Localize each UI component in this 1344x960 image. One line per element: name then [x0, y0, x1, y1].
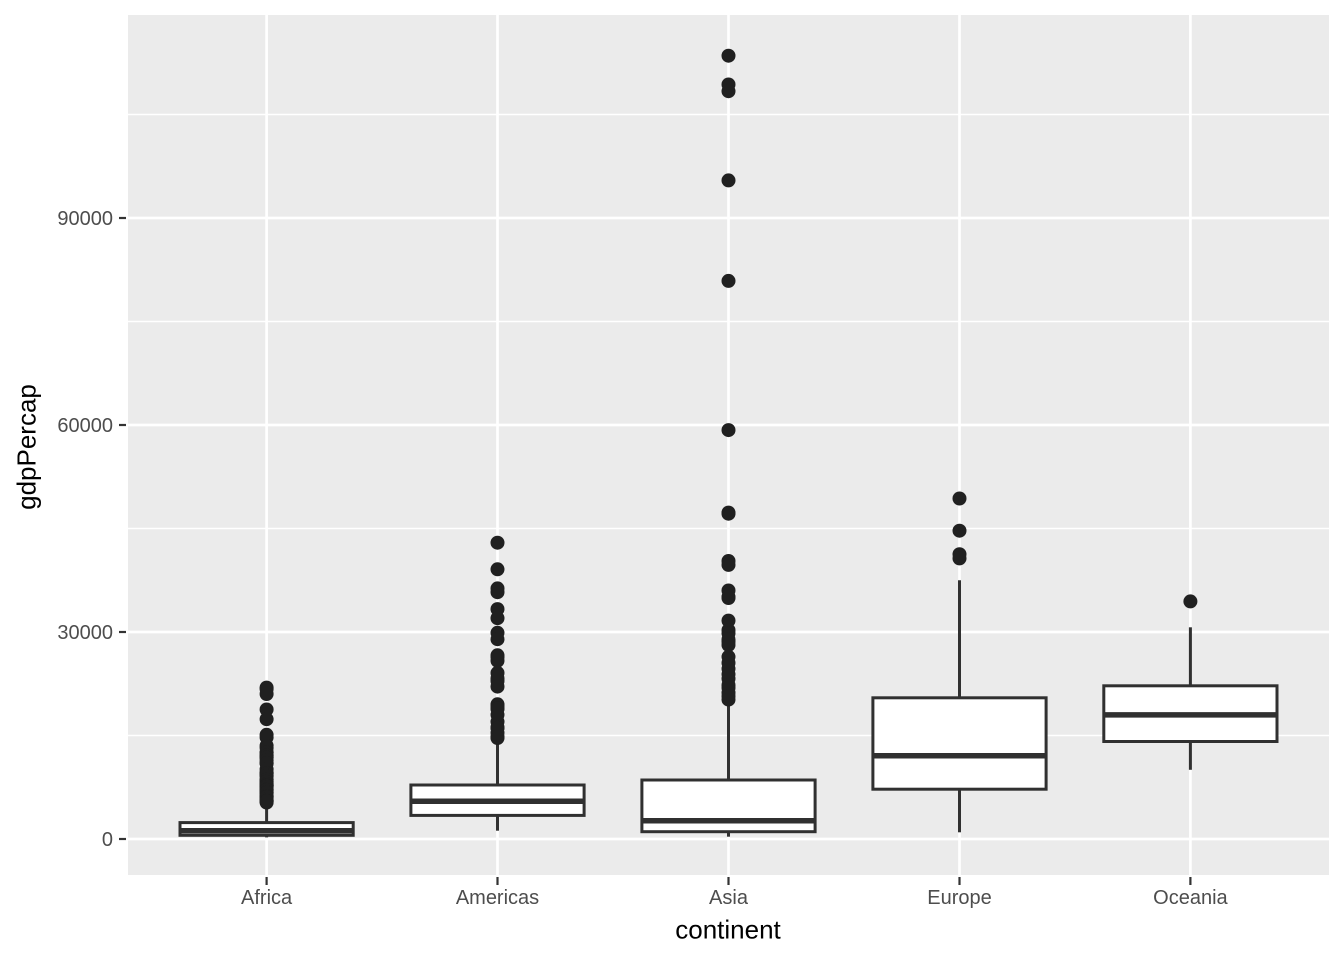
outlier-dot-asia [721, 591, 736, 605]
outlier-dot-africa [259, 702, 274, 717]
outlier-dot-americas [490, 731, 505, 745]
outlier-dot-europe [952, 523, 967, 538]
outlier-dot-asia [721, 173, 736, 188]
y-tick-label: 0 [102, 829, 113, 851]
outlier-dot-americas [490, 585, 505, 600]
outlier-dot-americas [490, 562, 505, 577]
x-tick-label-oceania: Oceania [1153, 887, 1228, 909]
outlier-dot-europe [952, 551, 967, 566]
outlier-dot-americas [490, 611, 505, 626]
outlier-dot-asia [721, 557, 736, 572]
outlier-dot-asia [721, 273, 736, 288]
box-europe [871, 696, 1048, 791]
y-tick-label: 30000 [57, 622, 113, 644]
outlier-dot-americas [490, 653, 505, 668]
box-asia [640, 778, 817, 834]
outlier-dot-asia [721, 423, 736, 438]
y-tick-label: 90000 [57, 208, 113, 230]
x-tick-label-asia: Asia [709, 887, 749, 909]
y-axis-title: gdpPercap [11, 384, 42, 510]
x-axis-title: continent [675, 914, 781, 945]
outlier-dot-americas [490, 535, 505, 550]
outlier-dot-americas [490, 632, 505, 647]
outlier-dot-americas [490, 679, 505, 694]
x-tick-label-africa: Africa [241, 887, 293, 909]
y-tick-label: 60000 [57, 415, 113, 437]
outlier-dot-africa [259, 712, 274, 727]
outlier-dot-asia [721, 506, 736, 521]
outlier-dot-asia [721, 48, 736, 63]
x-tick-label-americas: Americas [456, 887, 539, 909]
outlier-dot-asia [721, 692, 736, 707]
outlier-dot-africa [259, 687, 274, 701]
outlier-dot-oceania [1183, 594, 1198, 609]
outlier-dot-asia [721, 84, 736, 99]
outlier-dot-europe [952, 491, 967, 506]
x-tick-label-europe: Europe [927, 887, 992, 909]
outlier-dot-africa [259, 795, 274, 810]
outlier-dot-asia [721, 638, 736, 652]
